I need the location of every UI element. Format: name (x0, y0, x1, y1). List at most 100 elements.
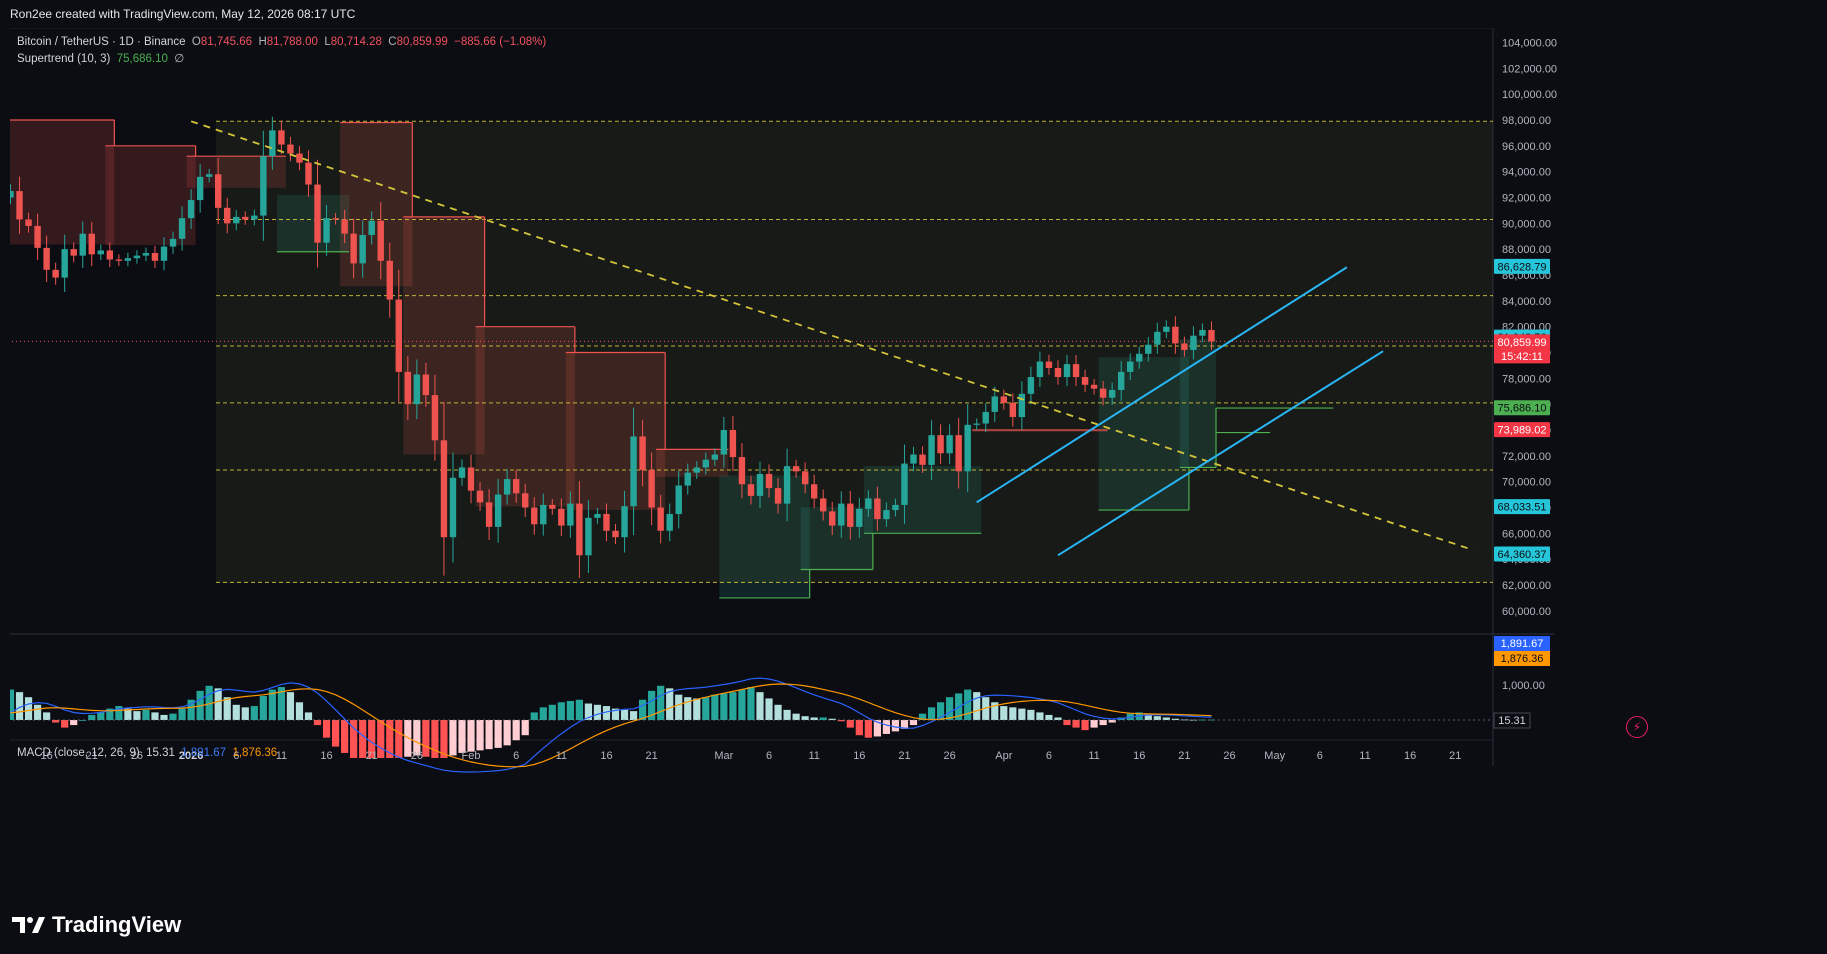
macd-hist-bar-42 (386, 720, 394, 758)
macd-hist-bar-5 (52, 720, 60, 723)
candle-body-67 (612, 530, 619, 538)
candle-body-6 (61, 249, 68, 278)
candle-body-128 (1163, 326, 1170, 332)
channel-upper-line (976, 266, 1348, 504)
macd-line (10, 677, 1212, 773)
candle-body-94 (856, 508, 863, 527)
macd-hist-bar-91 (828, 718, 836, 720)
macd-hist-bar-96 (873, 720, 881, 737)
macd-hist-bar-119 (1081, 720, 1089, 731)
macd-hist-bar-3 (33, 704, 42, 720)
candle-body-126 (1145, 344, 1152, 354)
macd-hist-bar-95 (864, 720, 872, 738)
close-value: 80,859.99 (396, 36, 448, 48)
macd-hist-bar-23 (214, 688, 222, 720)
candle-body-15 (142, 253, 150, 256)
badge-level-68k-bg (1494, 499, 1550, 515)
macd-hist-bar-103 (936, 702, 945, 720)
tradingview-logo-icon (12, 917, 45, 933)
macd-hist-bar-33 (304, 712, 313, 720)
candle-body-41 (377, 220, 384, 261)
macd-hist-bar-56 (512, 720, 520, 741)
macd-hist-bar-68 (620, 709, 629, 720)
candle-body-34 (314, 184, 321, 243)
macd-hist-bar-87 (792, 713, 800, 720)
macd-hist-bar-99 (900, 720, 909, 729)
candle-body-59 (540, 504, 547, 525)
macd-hist-bar-53 (485, 720, 493, 750)
candle-body-95 (865, 498, 872, 509)
time-tick-label: 2026 (179, 750, 203, 762)
macd-hist-bar-72 (657, 685, 665, 720)
price-tick-label: 90,000.00 (1502, 218, 1551, 230)
macd-hist-bar-81 (738, 689, 746, 720)
chart-credit: Ron2ee created with TradingView.com, May… (10, 7, 356, 21)
macd-hist-bar-74 (675, 694, 683, 720)
candle-body-121 (1099, 388, 1107, 398)
time-tick-label: 6 (233, 750, 239, 762)
time-tick-label: Apr (995, 750, 1012, 762)
macd-hist-bar-51 (467, 720, 475, 752)
candle-body-43 (395, 299, 402, 372)
macd-hist-bar-46 (422, 720, 430, 757)
price-chart[interactable]: 104,000.00 102,000.00 100,000.00 98,000.00 9… (10, 28, 1817, 898)
candle-body-82 (747, 484, 755, 496)
price-tick-label: 96,000.00 (1502, 141, 1551, 153)
macd-hist-bar-86 (783, 709, 791, 720)
macd-hist-bar-75 (684, 697, 692, 720)
macd-hist-bar-83 (756, 692, 764, 720)
macd-hist-bar-55 (503, 720, 511, 746)
candle-body-112 (1018, 393, 1026, 418)
macd-hist-bar-114 (1036, 712, 1044, 720)
supertrend-fill-up-13 (1098, 357, 1189, 511)
price-tick-label: 98,000.00 (1502, 115, 1551, 127)
candle-body-115 (1045, 361, 1053, 368)
badge-supertrend-text: 75,686.10 (1498, 403, 1547, 415)
macd-hist-bar-66 (602, 706, 611, 720)
macd-hist-bar-94 (855, 720, 863, 736)
badge-level-top-text: 86,628.79 (1498, 261, 1547, 273)
macd-hist-bar-16 (151, 712, 159, 720)
symbol-name[interactable]: Bitcoin / TetherUS · 1D · Binance (17, 36, 186, 48)
candle-body-14 (133, 255, 141, 259)
candle-body-105 (955, 435, 962, 472)
supertrend-fill-down-6 (475, 326, 575, 507)
candle-body-16 (151, 253, 159, 261)
macd-hist-bar-47 (431, 720, 439, 758)
time-tick-label: 11 (1088, 750, 1099, 762)
macd-hist-bar-40 (368, 720, 376, 758)
candle-body-21 (196, 176, 204, 201)
time-tick-label: 16 (320, 750, 332, 762)
macd-label[interactable]: MACD (close, 12, 26, 9) (17, 747, 140, 759)
macd-hist-bar-127 (1153, 716, 1161, 720)
macd-hist-bar-22 (205, 685, 213, 720)
badge-countdown-text: 15:42:11 (1501, 351, 1543, 363)
macd-hist-bar-15 (142, 709, 150, 720)
candle-body-83 (756, 473, 764, 496)
macd-hist-bar-77 (702, 697, 710, 720)
change-value: −885.66 (−1.08%) (454, 36, 547, 48)
candle-body-3 (34, 225, 41, 248)
macd-hist-bar-48 (440, 720, 448, 758)
candle-body-91 (829, 511, 836, 526)
badge-level-73k-text: 73,989.02 (1498, 425, 1547, 437)
macd-hist-bar-62 (566, 701, 574, 720)
candle-body-89 (810, 484, 818, 499)
candle-body-100 (910, 454, 917, 464)
macd-hist-bar-13 (124, 708, 132, 720)
time-tick-label: 6 (513, 750, 519, 762)
badge-supertrend: 75,686.10 (1494, 400, 1550, 416)
macd-hist-bar-57 (521, 720, 529, 736)
supertrend-hidden-icon[interactable]: ∅ (174, 53, 185, 65)
macd-hist-bar-112 (1018, 708, 1026, 720)
macd-hist-bar-59 (539, 707, 547, 720)
lightning-icon[interactable]: ⚡ (1626, 716, 1648, 738)
time-tick-label: 26 (943, 750, 955, 762)
macd-hist-bar-121 (1099, 720, 1107, 726)
supertrend-label[interactable]: Supertrend (10, 3) (17, 53, 111, 65)
close-label: C (388, 36, 397, 48)
candle-body-35 (323, 218, 330, 243)
candle-body-29 (269, 130, 276, 157)
badge-level-73k: 73,989.02 (1494, 422, 1550, 438)
candle-body-42 (386, 260, 393, 300)
